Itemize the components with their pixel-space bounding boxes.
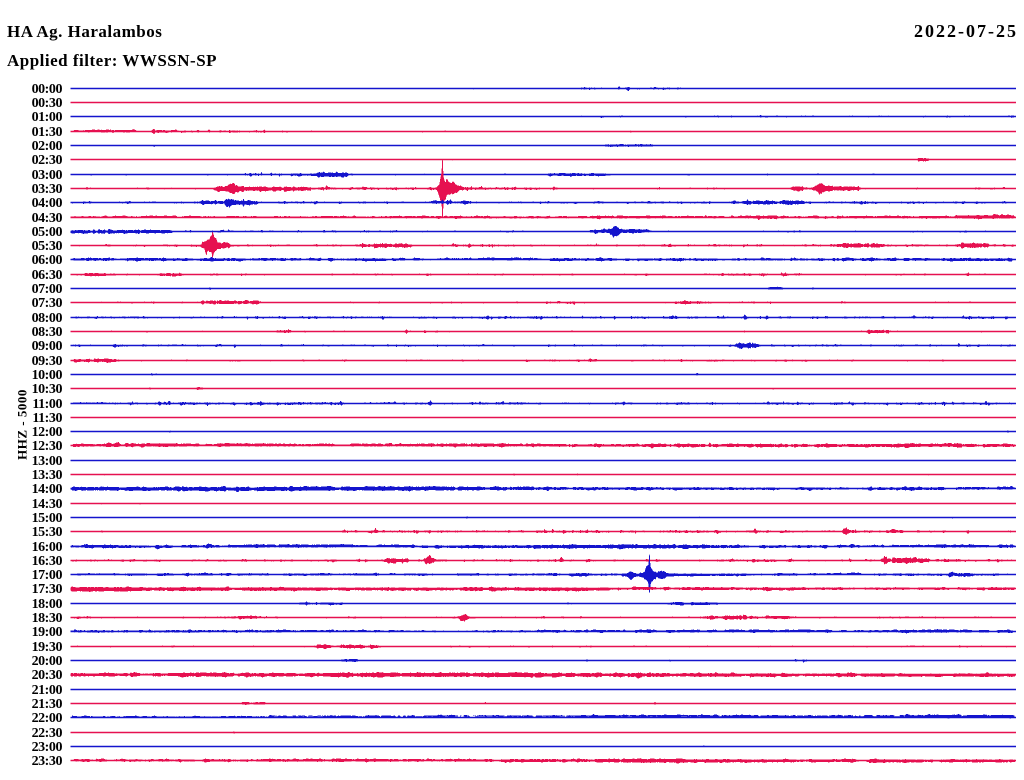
svg-text:15:30: 15:30 — [32, 525, 63, 540]
svg-text:04:30: 04:30 — [32, 211, 63, 226]
svg-text:11:30: 11:30 — [32, 411, 62, 426]
svg-text:21:30: 21:30 — [32, 697, 63, 712]
svg-text:HHZ - 5000: HHZ - 5000 — [15, 389, 30, 460]
svg-text:03:00: 03:00 — [32, 168, 63, 183]
svg-text:08:30: 08:30 — [32, 325, 63, 340]
svg-text:13:00: 13:00 — [32, 454, 63, 469]
svg-text:11:00: 11:00 — [32, 397, 62, 412]
svg-text:19:00: 19:00 — [32, 625, 63, 640]
svg-text:07:30: 07:30 — [32, 296, 63, 311]
svg-text:16:30: 16:30 — [32, 554, 63, 569]
svg-text:09:00: 09:00 — [32, 339, 63, 354]
svg-text:01:30: 01:30 — [32, 125, 63, 140]
svg-text:19:30: 19:30 — [32, 640, 63, 655]
svg-text:09:30: 09:30 — [32, 354, 63, 369]
svg-text:07:00: 07:00 — [32, 282, 63, 297]
svg-text:05:30: 05:30 — [32, 239, 63, 254]
svg-text:23:30: 23:30 — [32, 754, 63, 769]
svg-text:20:30: 20:30 — [32, 668, 63, 683]
svg-text:04:00: 04:00 — [32, 196, 63, 211]
svg-text:22:00: 22:00 — [32, 711, 63, 726]
svg-text:12:30: 12:30 — [32, 439, 63, 454]
svg-text:03:30: 03:30 — [32, 182, 63, 197]
svg-text:20:00: 20:00 — [32, 654, 63, 669]
svg-text:06:30: 06:30 — [32, 268, 63, 283]
svg-text:12:00: 12:00 — [32, 425, 63, 440]
svg-text:18:30: 18:30 — [32, 611, 63, 626]
svg-text:Applied filter: WWSSN-SP: Applied filter: WWSSN-SP — [7, 51, 217, 70]
svg-text:15:00: 15:00 — [32, 511, 63, 526]
svg-text:01:00: 01:00 — [32, 110, 63, 125]
svg-text:18:00: 18:00 — [32, 597, 63, 612]
svg-text:HA Ag. Haralambos: HA Ag. Haralambos — [7, 22, 162, 41]
svg-text:17:00: 17:00 — [32, 568, 63, 583]
svg-text:00:00: 00:00 — [32, 82, 63, 97]
svg-text:10:00: 10:00 — [32, 368, 63, 383]
svg-text:14:30: 14:30 — [32, 497, 63, 512]
svg-text:06:00: 06:00 — [32, 253, 63, 268]
svg-text:2022-07-25: 2022-07-25 — [914, 21, 1018, 41]
svg-text:05:00: 05:00 — [32, 225, 63, 240]
svg-text:13:30: 13:30 — [32, 468, 63, 483]
svg-text:00:30: 00:30 — [32, 96, 63, 111]
svg-text:16:00: 16:00 — [32, 540, 63, 555]
svg-text:10:30: 10:30 — [32, 382, 63, 397]
svg-text:21:00: 21:00 — [32, 683, 63, 698]
svg-text:22:30: 22:30 — [32, 726, 63, 741]
svg-text:14:00: 14:00 — [32, 482, 63, 497]
svg-text:02:30: 02:30 — [32, 153, 63, 168]
svg-text:23:00: 23:00 — [32, 740, 63, 755]
svg-text:17:30: 17:30 — [32, 582, 63, 597]
svg-text:02:00: 02:00 — [32, 139, 63, 154]
svg-text:08:00: 08:00 — [32, 311, 63, 326]
